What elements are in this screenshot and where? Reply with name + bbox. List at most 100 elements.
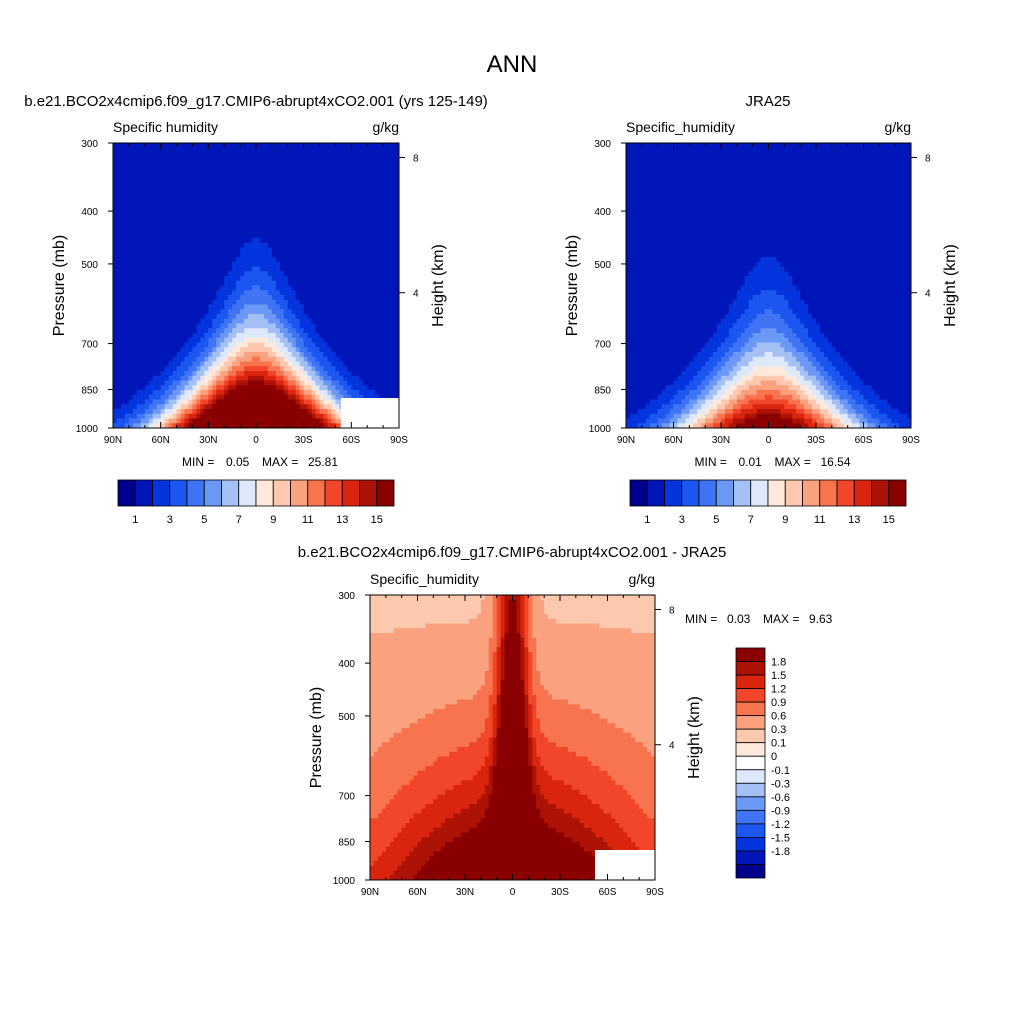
contour-cell — [315, 333, 321, 339]
contour-cell — [327, 162, 333, 168]
contour-cell — [633, 356, 639, 363]
contour-cell — [637, 200, 643, 206]
contour-cell — [291, 356, 297, 363]
contour-cell — [228, 366, 233, 372]
contour-cell — [363, 342, 368, 348]
contour-cell — [645, 423, 651, 428]
contour-cell — [395, 214, 399, 220]
contour-cell — [283, 385, 289, 391]
contour-cell — [252, 347, 257, 353]
contour-cell — [283, 219, 289, 225]
contour-cell — [315, 309, 321, 315]
contour-cell — [140, 295, 146, 301]
contour-cell — [626, 342, 631, 348]
contour-cell — [120, 323, 126, 329]
contour-cell — [156, 380, 162, 386]
contour-cell — [124, 280, 130, 287]
contour-cell — [160, 166, 166, 173]
contour-cell — [156, 223, 162, 230]
contour-cell — [140, 204, 146, 211]
contour-cell — [212, 238, 217, 244]
contour-cell — [152, 228, 158, 234]
contour-cell — [303, 190, 309, 196]
contour-cell — [275, 413, 281, 420]
contour-cell — [228, 157, 233, 163]
contour-cell — [383, 285, 388, 291]
contour-cell — [295, 176, 301, 182]
contour-cell — [626, 375, 631, 382]
contour-cell — [626, 304, 631, 310]
contour-cell — [629, 399, 635, 405]
contour-cell — [184, 238, 190, 244]
contour-cell — [291, 361, 297, 367]
contour-cell — [156, 271, 162, 277]
contour-cell — [252, 219, 257, 225]
contour-cell — [626, 371, 631, 377]
contour-cell — [279, 200, 285, 206]
contour-cell — [144, 314, 150, 320]
contour-cell — [140, 366, 146, 372]
contour-cell — [267, 242, 273, 249]
contour-cell — [347, 252, 352, 258]
contour-cell — [216, 185, 221, 192]
contour-cell — [136, 238, 142, 244]
contour-cell — [657, 314, 663, 320]
contour-cell — [208, 333, 213, 339]
contour-cell — [367, 280, 372, 287]
contour-cell — [184, 352, 190, 358]
contour-cell — [641, 371, 647, 377]
contour-cell — [653, 309, 659, 315]
contour-cell — [172, 266, 178, 272]
contour-cell — [188, 309, 194, 315]
contour-cell — [172, 143, 178, 149]
contour-cell — [626, 328, 631, 334]
contour-cell — [120, 337, 126, 344]
contour-cell — [160, 242, 166, 249]
contour-cell — [172, 309, 178, 315]
contour-cell — [391, 166, 396, 173]
contour-cell — [267, 147, 273, 154]
contour-cell — [653, 204, 659, 211]
contour-cell — [629, 423, 635, 428]
contour-cell — [343, 147, 348, 154]
contour-cell — [196, 223, 201, 230]
contour-cell — [252, 356, 257, 363]
contour-cell — [653, 176, 659, 182]
contour-cell — [164, 266, 170, 272]
contour-cell — [629, 361, 635, 367]
contour-cell — [136, 290, 142, 296]
contour-cell — [367, 143, 372, 149]
contour-cell — [267, 380, 273, 386]
contour-cell — [240, 342, 245, 348]
contour-cell — [152, 337, 158, 344]
contour-cell — [359, 204, 364, 211]
contour-cell — [287, 271, 293, 277]
contour-cell — [228, 409, 233, 415]
contour-cell — [267, 309, 273, 315]
contour-cell — [327, 375, 333, 382]
contour-cell — [363, 285, 368, 291]
contour-cell — [244, 304, 249, 310]
contour-cell — [319, 323, 325, 329]
contour-cell — [184, 318, 190, 325]
contour-cell — [279, 333, 285, 339]
contour-cell — [641, 280, 647, 287]
contour-cell — [248, 423, 253, 428]
contour-cell — [192, 380, 198, 386]
contour-cell — [180, 375, 186, 382]
contour-cell — [259, 152, 265, 158]
contour-cell — [363, 304, 368, 310]
contour-cell — [263, 242, 269, 249]
contour-cell — [661, 285, 667, 291]
contour-cell — [383, 257, 388, 263]
contour-cell — [626, 162, 631, 168]
contour-cell — [267, 304, 273, 310]
contour-cell — [192, 200, 198, 206]
contour-cell — [192, 223, 198, 230]
contour-cell — [244, 337, 249, 344]
contour-cell — [148, 295, 154, 301]
contour-cell — [645, 157, 651, 163]
contour-cell — [307, 409, 313, 415]
contour-cell — [387, 257, 392, 263]
contour-cell — [124, 181, 130, 187]
